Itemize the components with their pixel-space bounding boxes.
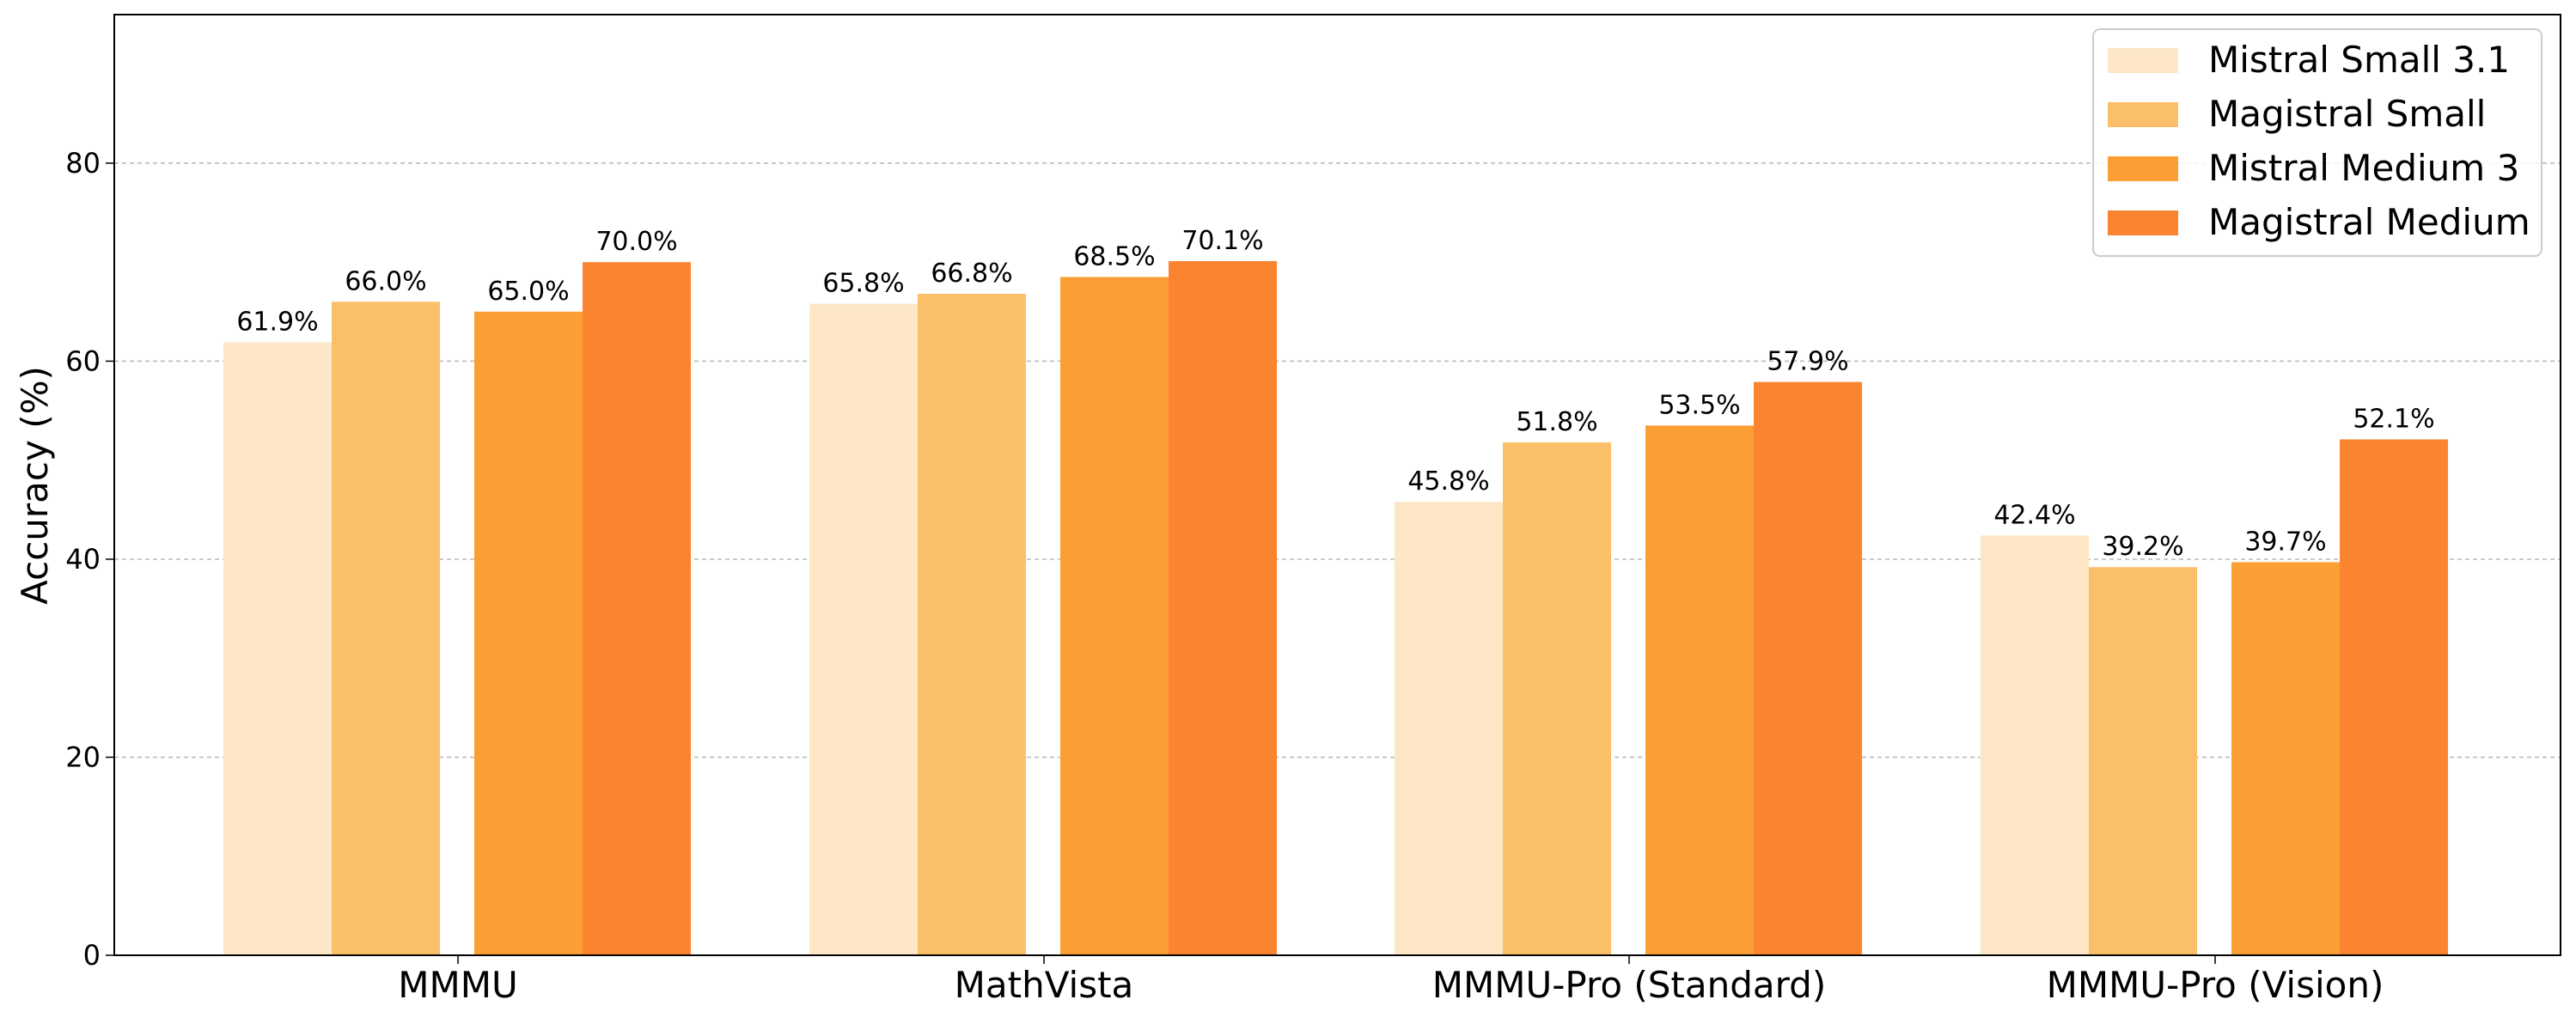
bar — [2089, 567, 2197, 955]
bar-value-label: 42.4% — [1993, 500, 2075, 530]
bar-value-label: 70.1% — [1181, 226, 1263, 256]
bar-value-label: 66.8% — [931, 259, 1012, 289]
legend-swatch — [2108, 102, 2178, 127]
legend-box — [2092, 28, 2542, 257]
y-tick-label: 20 — [65, 741, 101, 773]
bar — [474, 311, 583, 956]
x-tick-label: MathVista — [955, 964, 1134, 1006]
bar — [1395, 502, 1503, 955]
bar-value-label: 61.9% — [236, 308, 318, 338]
y-tick-label: 0 — [83, 939, 101, 972]
bar-value-label: 66.0% — [345, 266, 426, 296]
x-tick-label: MMMU-Pro (Standard) — [1432, 964, 1826, 1006]
bars — [223, 261, 2448, 956]
bar-value-label: 70.0% — [595, 227, 677, 257]
bar — [1981, 535, 2089, 955]
y-tick-label: 80 — [65, 147, 101, 180]
plot-frame — [113, 14, 2561, 956]
bar-value-label: 45.8% — [1407, 466, 1489, 497]
x-tick-label: MMMU — [398, 964, 517, 1006]
legend-label: Mistral Medium 3 — [2208, 147, 2519, 189]
data-labels: 61.9% 65.8% 45.8% 42.4% 66.0% 66.8% 51.8% 39.2%… — [236, 226, 2434, 562]
bar — [1503, 442, 1611, 955]
bar-value-label: 51.8% — [1516, 407, 1597, 437]
bar — [918, 294, 1026, 955]
axes: 0 20 40 60 80 MMMU MathVista MMMU-Pro (Standard… — [65, 14, 2561, 1006]
bar — [1645, 425, 1754, 955]
bar-value-label: 52.1% — [2353, 404, 2434, 434]
bar — [2231, 562, 2340, 955]
x-tick-label: MMMU-Pro (Vision) — [2047, 964, 2384, 1006]
bar — [1060, 277, 1169, 955]
grid-lines — [114, 162, 2561, 759]
bar — [583, 262, 691, 955]
bar — [223, 342, 332, 955]
bar — [2340, 439, 2448, 955]
bar-value-label: 39.2% — [2102, 532, 2183, 562]
bar — [1754, 381, 1862, 955]
bar-value-label: 57.9% — [1767, 347, 1848, 377]
bar-value-label: 68.5% — [1073, 241, 1155, 271]
legend-label: Mistral Small 3.1 — [2208, 39, 2510, 81]
legend: Mistral Small 3.1 Magistral Small Mistral … — [2092, 28, 2542, 257]
bar — [332, 302, 440, 955]
bar-value-label: 65.0% — [487, 277, 569, 307]
bar — [809, 303, 918, 955]
bar-value-label: 39.7% — [2244, 527, 2326, 557]
bar — [1169, 261, 1277, 955]
y-tick-label: 60 — [65, 344, 101, 377]
y-tick-label: 40 — [65, 543, 101, 576]
bar-value-label: 65.8% — [822, 269, 904, 299]
legend-label: Magistral Small — [2208, 93, 2486, 135]
legend-swatch — [2108, 48, 2178, 73]
bar-value-label: 53.5% — [1658, 390, 1740, 420]
legend-swatch — [2108, 210, 2178, 235]
y-axis-label: Accuracy (%) — [14, 366, 56, 605]
legend-swatch — [2108, 156, 2178, 181]
legend-label: Magistral Medium — [2208, 201, 2530, 243]
